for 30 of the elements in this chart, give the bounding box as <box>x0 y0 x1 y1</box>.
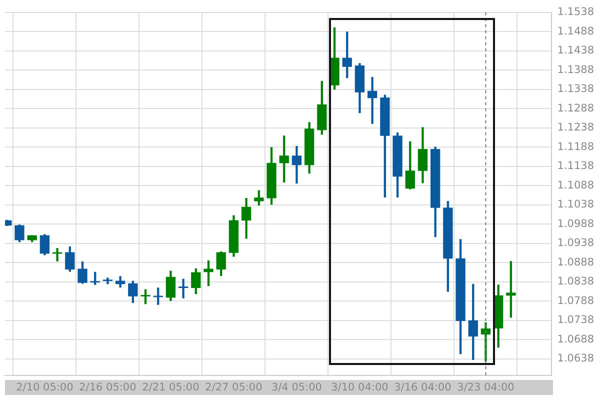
y-tick-label: 1.0788 <box>557 294 594 307</box>
x-tick-label: 3/23 04:00 <box>457 381 514 394</box>
x-tick-label: 3/4 05:00 <box>271 381 322 394</box>
y-tick-label: 1.0888 <box>557 256 594 268</box>
x-tick-label: 2/27 05:00 <box>205 381 262 394</box>
x-tick-label: 3/10 04:00 <box>331 381 388 394</box>
y-tick-label: 1.1188 <box>557 140 594 153</box>
x-tick-label: 2/16 05:00 <box>79 381 136 394</box>
y-tick-label: 1.1038 <box>557 198 594 211</box>
candlestick <box>52 248 62 262</box>
y-tick-label: 1.1288 <box>557 102 594 114</box>
candlestick <box>367 77 378 124</box>
y-tick-label: 1.1438 <box>557 44 594 57</box>
y-tick-label: 1.0838 <box>557 276 594 288</box>
y-tick-label: 1.1488 <box>557 25 594 38</box>
y-tick-label: 1.0988 <box>557 218 594 230</box>
y-tick-label: 1.0738 <box>557 314 594 326</box>
y-tick-label: 1.0638 <box>557 352 594 365</box>
x-tick-label: 3/16 04:00 <box>394 381 452 394</box>
y-tick-label: 1.1338 <box>557 83 594 96</box>
y-tick-label: 1.1538 <box>557 6 594 18</box>
x-tick-label: 2/21 05:00 <box>142 381 200 394</box>
y-tick-label: 1.1238 <box>557 122 594 134</box>
candlestick <box>178 278 188 298</box>
y-tick-label: 1.1088 <box>557 179 594 192</box>
y-tick-label: 1.0688 <box>557 333 594 346</box>
y-tick-label: 1.1388 <box>557 64 594 76</box>
y-tick-label: 1.0938 <box>557 237 594 250</box>
y-tick-label: 1.1138 <box>557 160 594 172</box>
x-tick-label: 2/10 05:00 <box>16 381 74 394</box>
